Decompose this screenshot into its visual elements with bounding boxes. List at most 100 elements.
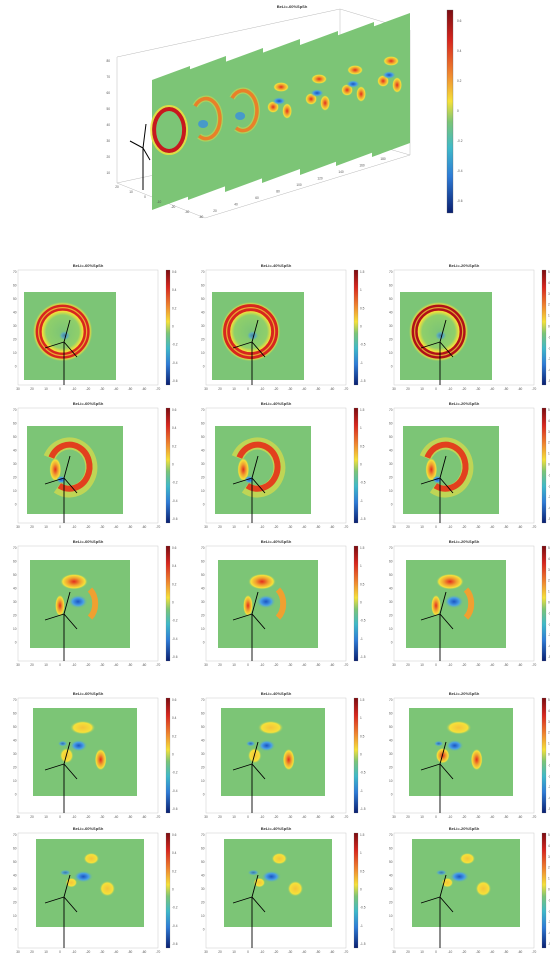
blue-region	[310, 89, 325, 97]
y-tick: 0	[144, 195, 146, 199]
x-tick: -10	[72, 663, 77, 667]
turbine-icon	[44, 319, 78, 385]
x-tick: -50	[504, 950, 509, 954]
colorbar-tick: -0.5	[360, 906, 366, 910]
x-tick: -60	[142, 663, 147, 667]
y-tick: 50	[389, 573, 393, 577]
x-tick: -70	[344, 815, 349, 819]
y-tick: 10	[13, 489, 17, 493]
y-tick: 70	[201, 698, 205, 702]
y-tick: 0	[15, 641, 17, 645]
colorbar-tick: 3	[548, 430, 550, 434]
y-tick: 20	[389, 338, 393, 342]
panel-title: BeLi=-40%SpSh	[261, 826, 292, 831]
turbine-icon	[232, 591, 266, 661]
x-tick: -50	[504, 815, 509, 819]
y-tick: 70	[13, 546, 17, 550]
x-tick: 30	[392, 525, 396, 529]
x-tick: 30	[16, 815, 20, 819]
turbine-blade	[439, 319, 447, 343]
colorbar-tick: 0	[360, 601, 362, 605]
left-lobe	[237, 457, 250, 482]
y-tick: -20	[171, 205, 176, 209]
colorbar-tick: -0.5	[360, 481, 366, 485]
colorbar-tick: 1	[360, 288, 362, 292]
x-tick: -10	[448, 525, 453, 529]
colorbar-tick: 0.5	[360, 734, 365, 738]
colorbar-tick: -1.5	[360, 807, 366, 811]
y-tick: 0	[203, 928, 205, 932]
x-tick: -30	[100, 525, 105, 529]
blob-upper	[311, 74, 328, 84]
top-colorbar-ticks: 0.6 0.4 0.2 0 -0.2 -0.4 -0.6	[457, 19, 463, 203]
colorbar-tick: 0.2	[172, 444, 177, 448]
vortex-halo	[150, 105, 189, 155]
colorbar-tick: 0	[172, 463, 174, 467]
y-tick: 70	[201, 546, 205, 550]
x-tick: 100	[296, 183, 302, 187]
colorbar-tick: -1.5	[360, 655, 366, 659]
turbine-blade	[232, 477, 253, 485]
x-tick: 20	[406, 525, 410, 529]
x-tick: -20	[86, 387, 91, 391]
turbine-blade	[251, 319, 259, 343]
turbine-blade	[251, 763, 266, 780]
upper-lobe	[445, 720, 472, 735]
y-tick: 10	[389, 779, 393, 783]
blue-region	[261, 870, 282, 883]
y-tick: 10	[13, 779, 17, 783]
x-tick: -70	[344, 950, 349, 954]
x-tick: -60	[518, 387, 523, 391]
x-tick: 10	[44, 387, 48, 391]
x-tick: -50	[504, 663, 509, 667]
x-tick: -40	[302, 815, 307, 819]
y-tick: 60	[201, 712, 205, 716]
y-tick: 10	[389, 489, 393, 493]
y-tick: 50	[201, 573, 205, 577]
panel-title: BeLi=-40%SpSh	[261, 263, 292, 268]
colorbar-tick: 0.6	[172, 546, 177, 550]
blue-region-left	[435, 869, 448, 876]
inner-blue	[434, 330, 447, 341]
colorbar-tick: 5	[548, 408, 550, 412]
left-lobe	[243, 594, 253, 617]
colorbar	[165, 407, 171, 524]
x-tick: 10	[420, 815, 424, 819]
x-tick: 10	[232, 525, 236, 529]
z-tick: 40	[106, 123, 110, 127]
blue-core	[198, 120, 209, 128]
x-tick: -20	[86, 663, 91, 667]
y-tick: 60	[13, 560, 17, 564]
colorbar	[165, 832, 171, 949]
x-tick: 0	[435, 663, 437, 667]
y-tick: 30	[389, 887, 393, 891]
turbine-blade	[251, 341, 266, 358]
colorbar-tick: 0.6	[172, 833, 177, 837]
turbine-blade	[44, 341, 65, 349]
turbine-3d	[129, 123, 151, 190]
z-tick: 30	[106, 139, 110, 143]
turbine-blade	[251, 741, 259, 765]
y-tick: 70	[389, 408, 393, 412]
x-tick: -70	[532, 950, 537, 954]
x-tick: -30	[100, 815, 105, 819]
turbine-blade	[63, 874, 71, 898]
y-tick: 60	[201, 560, 205, 564]
colorbar-tick: -1	[360, 924, 363, 928]
y-tick: 0	[15, 928, 17, 932]
x-tick: 20	[406, 663, 410, 667]
x-tick: -10	[448, 387, 453, 391]
x-tick: -10	[260, 950, 265, 954]
colorbar-tick: 1.5	[360, 270, 365, 274]
z-tick: 20	[106, 155, 110, 159]
colorbar-tick: 4	[548, 709, 550, 713]
x-tick: -70	[532, 525, 537, 529]
colorbar-tick: 0	[548, 463, 550, 467]
x-tick: 20	[406, 387, 410, 391]
upper-lobe	[257, 720, 284, 735]
colorbar-tick: 0	[548, 325, 550, 329]
x-tick: 0	[247, 663, 249, 667]
blue-region	[68, 594, 88, 609]
y-tick: 20	[389, 766, 393, 770]
y-tick: 20	[13, 476, 17, 480]
